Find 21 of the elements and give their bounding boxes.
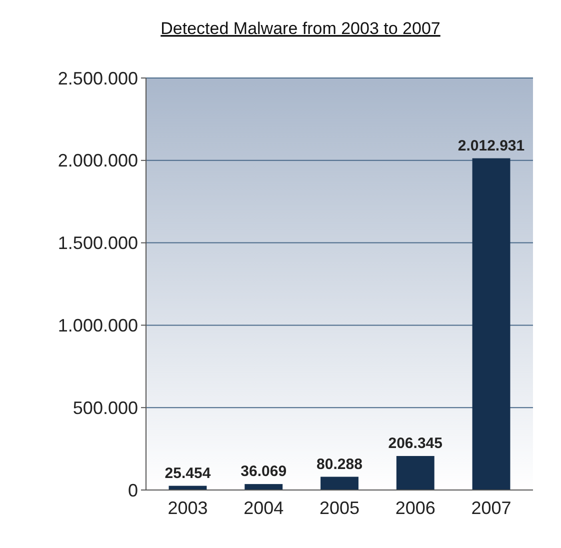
x-tick-label: 2005 (319, 498, 360, 518)
bar (244, 484, 283, 490)
x-tick-label: 2003 (168, 498, 208, 518)
data-label: 206.345 (388, 434, 442, 452)
bar (472, 158, 510, 490)
data-label: 25.454 (164, 464, 212, 482)
bar (396, 456, 434, 490)
data-label: 36.069 (240, 463, 287, 480)
y-tick-label: 1.000.000 (58, 316, 138, 336)
x-tick-label: 2006 (395, 498, 436, 518)
x-tick-label: 2007 (471, 498, 512, 518)
data-label: 2.012.931 (458, 137, 525, 154)
y-tick-label: 1.500.000 (58, 233, 138, 254)
bar (320, 476, 358, 490)
y-tick-label: 2.000.000 (58, 150, 138, 171)
x-tick-label: 2004 (244, 498, 284, 518)
y-tick-label: 500.000 (72, 398, 138, 418)
y-tick-label: 2.500.000 (58, 68, 138, 88)
data-label: 80.288 (316, 456, 362, 473)
y-tick-label: 0 (128, 480, 138, 500)
chart-title: Detected Malware from 2003 to 2007 (160, 19, 440, 38)
